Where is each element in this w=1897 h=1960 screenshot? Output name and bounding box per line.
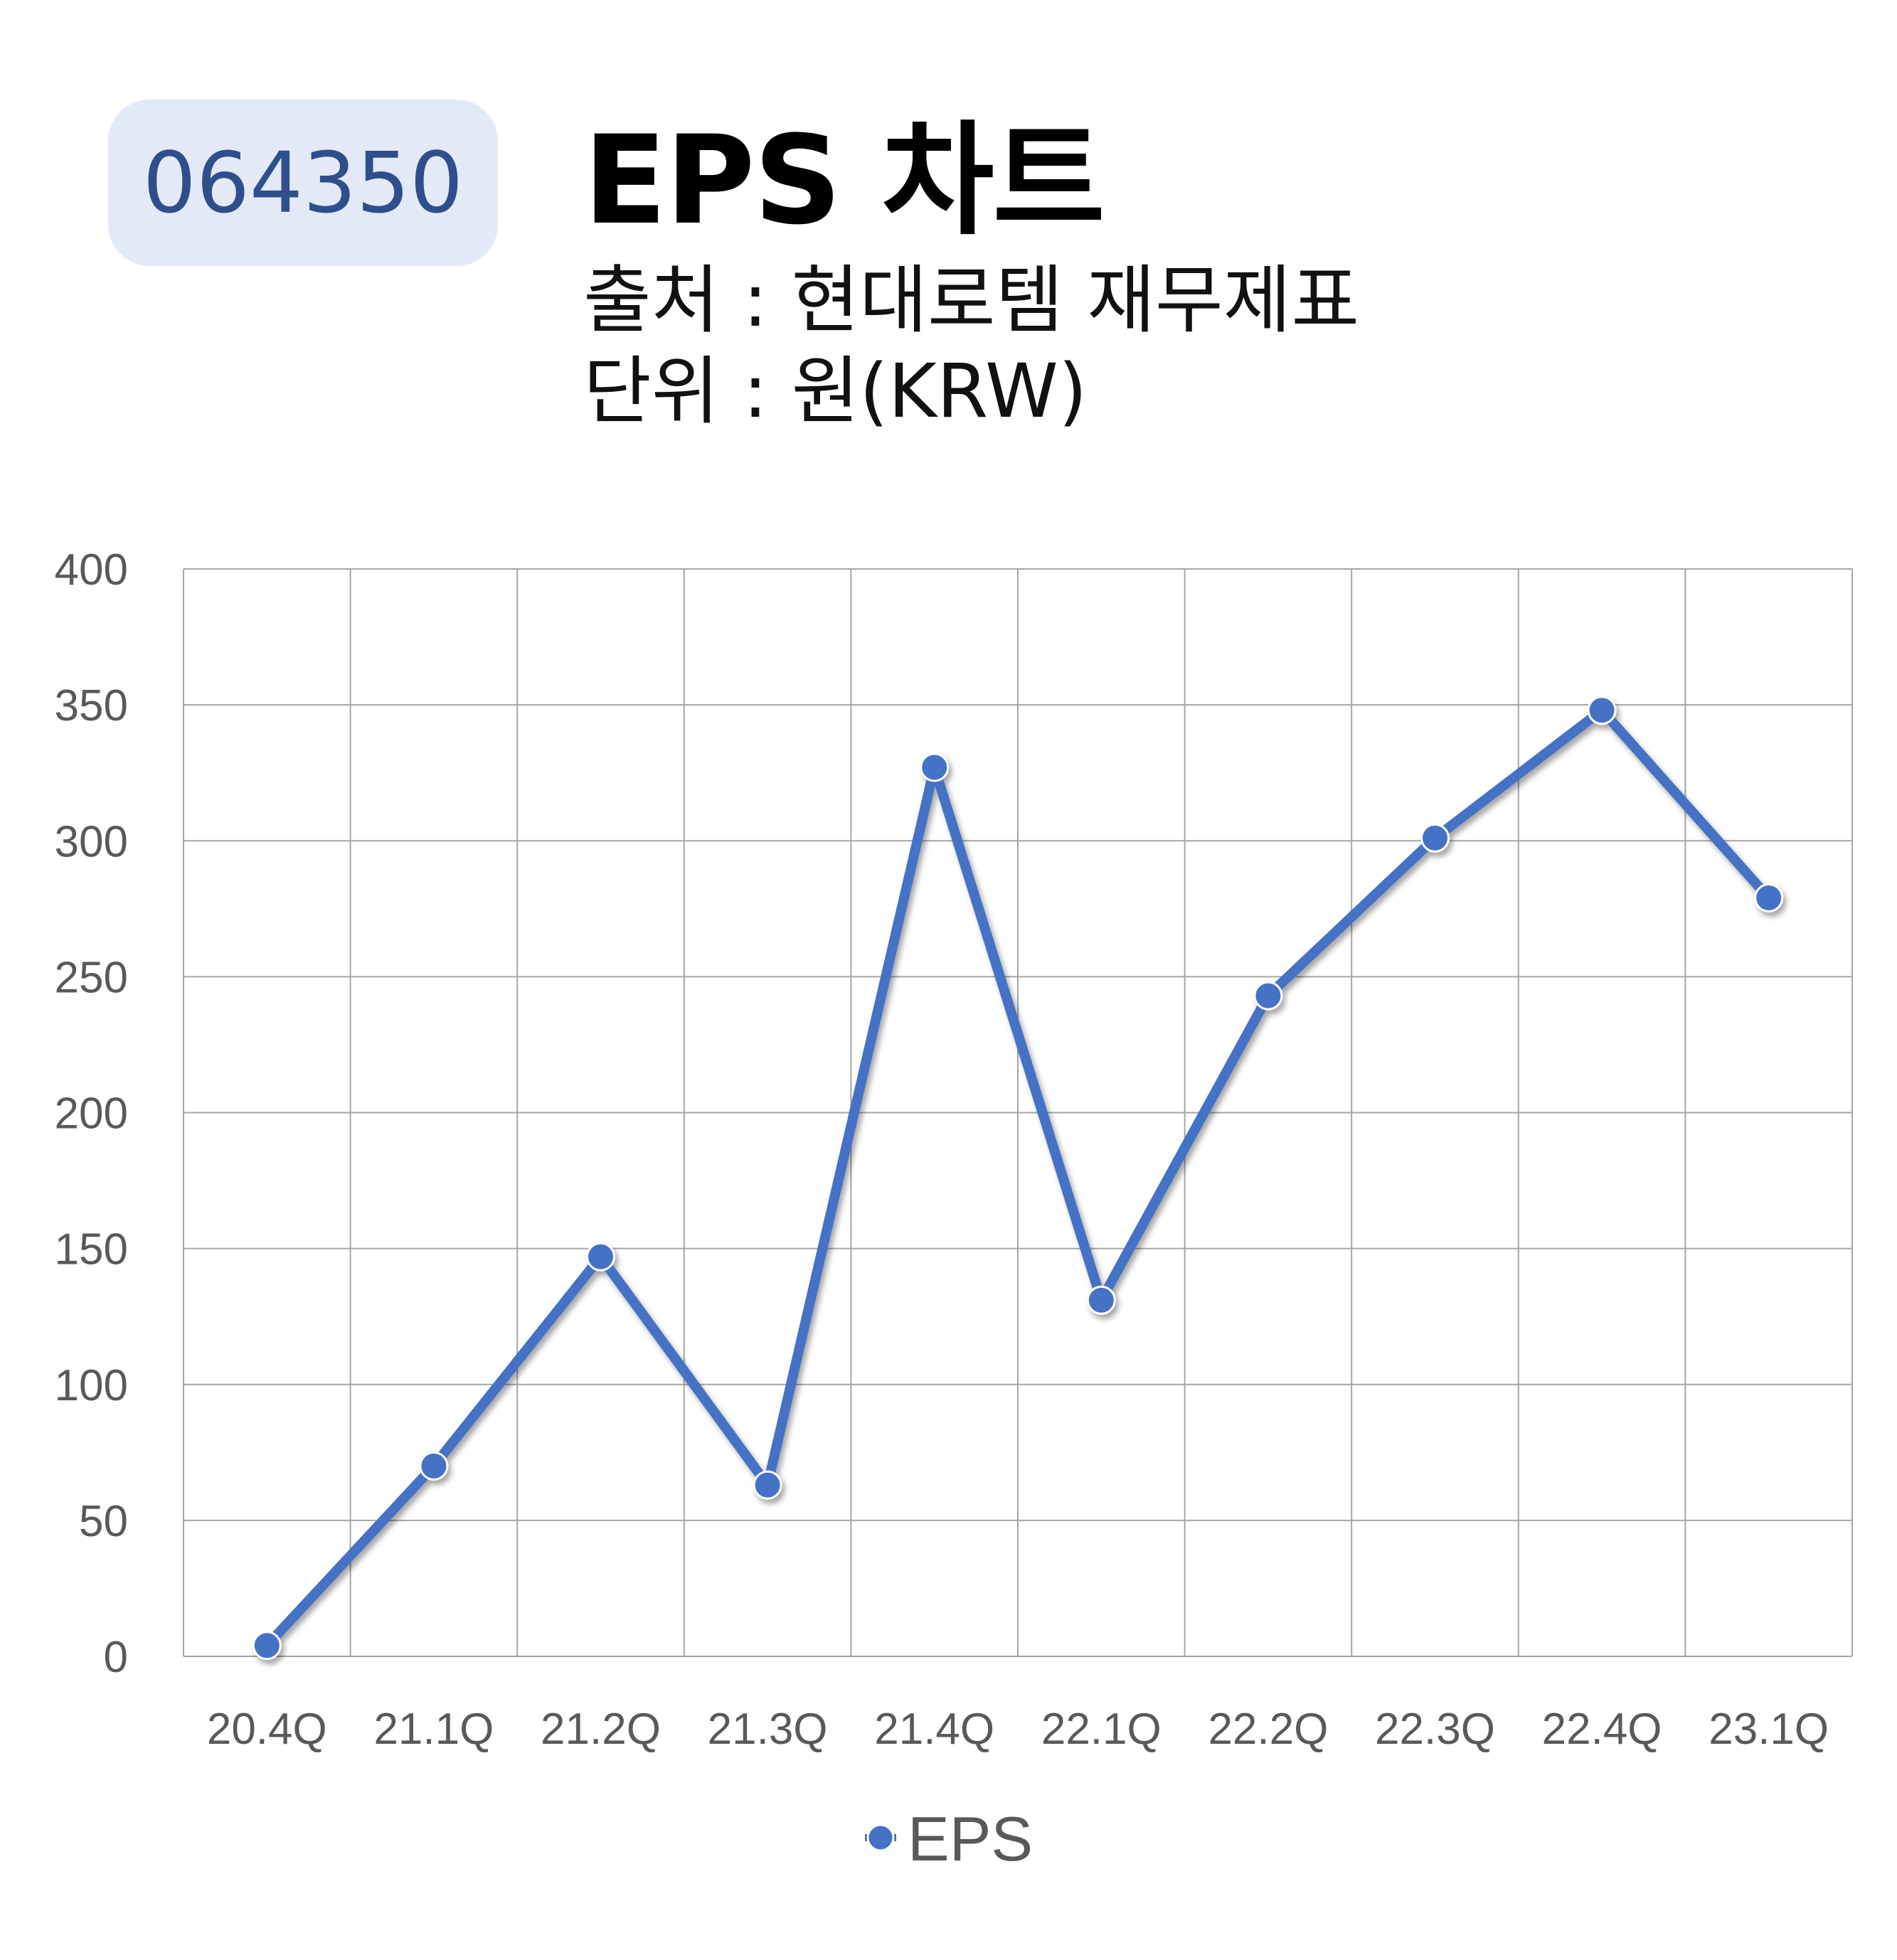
x-tick-label: 22.1Q	[1041, 1705, 1162, 1754]
legend-label-eps: EPS	[908, 1804, 1033, 1874]
chart-title: EPS 차트	[583, 109, 1105, 252]
y-tick-label: 400	[55, 545, 128, 595]
data-point	[419, 1451, 449, 1481]
data-point	[1086, 1285, 1116, 1315]
data-point	[1754, 883, 1784, 913]
chart-legend: EPS	[865, 1804, 1033, 1874]
data-point	[1587, 696, 1617, 725]
y-tick-label: 350	[55, 681, 128, 730]
y-tick-label: 250	[55, 953, 128, 1002]
data-point	[252, 1631, 282, 1661]
x-axis-ticks: 20.4Q 21.1Q 21.2Q 21.3Q 21.4Q 22.1Q 22.2Q 22.3Q…	[207, 1705, 1829, 1754]
y-tick-label: 300	[55, 817, 128, 866]
data-point	[920, 752, 950, 782]
data-point	[1420, 823, 1450, 853]
y-tick-label: 200	[55, 1090, 128, 1139]
unit-label: 단위 : 원(KRW)	[583, 348, 1088, 435]
y-tick-label: 100	[55, 1361, 128, 1410]
x-tick-label: 21.1Q	[373, 1705, 494, 1754]
series-eps	[252, 696, 1784, 1661]
data-point	[1253, 981, 1283, 1011]
data-point	[586, 1242, 615, 1272]
x-tick-label: 23.1Q	[1709, 1705, 1829, 1754]
series-line-eps	[262, 705, 1774, 1651]
chart-grid	[183, 568, 1853, 1657]
x-tick-label: 21.3Q	[708, 1705, 828, 1754]
ticker-code: 064350	[142, 134, 464, 232]
x-tick-label: 22.2Q	[1208, 1705, 1328, 1754]
data-point	[753, 1470, 782, 1500]
x-tick-label: 20.4Q	[207, 1705, 327, 1754]
legend-marker	[866, 1823, 895, 1852]
x-tick-label: 21.4Q	[874, 1705, 994, 1754]
x-tick-label: 22.3Q	[1375, 1705, 1495, 1754]
y-tick-label: 150	[55, 1225, 128, 1274]
y-tick-label: 0	[104, 1633, 128, 1682]
x-tick-label: 21.2Q	[541, 1705, 661, 1754]
x-tick-label: 22.4Q	[1542, 1705, 1662, 1754]
y-axis-ticks: 0 50 100 150 200 250 300 350 400	[55, 545, 128, 1682]
ticker-badge: 064350	[108, 100, 498, 266]
source-label: 출처 : 현대로템 재무제표	[583, 257, 1360, 343]
y-tick-label: 50	[79, 1497, 128, 1546]
